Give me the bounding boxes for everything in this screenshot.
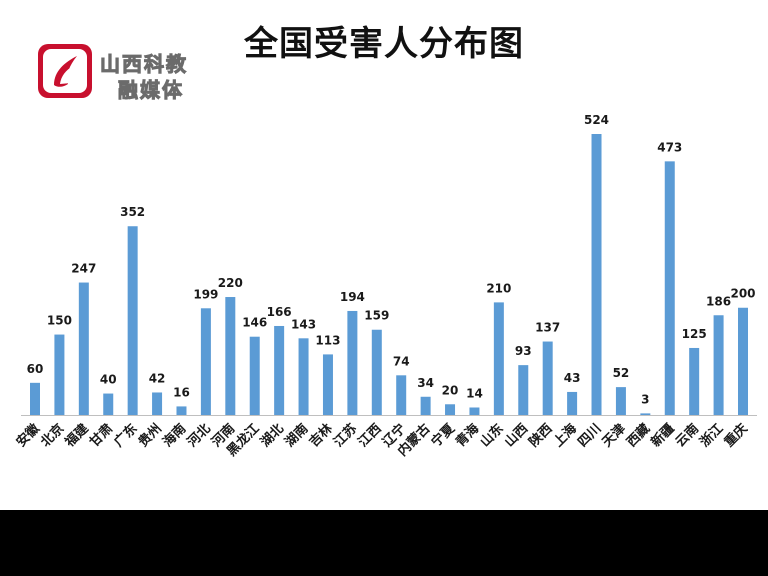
x-tick-label-13: 江苏 — [330, 421, 360, 451]
bar-13 — [347, 310, 358, 415]
slide-canvas: 全国受害人分布图 山西科教 融媒体 60 安徽 150 北京 247 福建 40 甘肃 352 广… — [0, 0, 768, 510]
bar-6 — [176, 406, 187, 415]
x-tick-label-21: 陕西 — [526, 421, 556, 451]
data-label-24: 52 — [613, 366, 630, 380]
x-tick-label-7: 河北 — [184, 421, 214, 451]
data-label-2: 247 — [71, 262, 96, 276]
bar-26 — [664, 161, 675, 415]
bar-25 — [640, 413, 651, 415]
media-logo: 山西科教 融媒体 — [38, 44, 228, 103]
x-tick-label-27: 云南 — [672, 421, 702, 451]
x-tick-label-0: 安徽 — [13, 420, 43, 450]
flame-logo-icon — [38, 44, 92, 98]
x-tick-label-25: 西藏 — [623, 421, 653, 451]
data-label-19: 210 — [486, 281, 511, 295]
bar-28 — [713, 315, 724, 415]
data-label-6: 16 — [173, 385, 190, 399]
data-label-27: 125 — [682, 327, 707, 341]
bar-24 — [615, 387, 626, 415]
data-label-23: 524 — [584, 113, 609, 127]
data-label-26: 473 — [657, 140, 682, 154]
x-tick-label-11: 湖南 — [282, 421, 312, 451]
bar-17 — [445, 404, 456, 415]
data-label-1: 150 — [47, 314, 72, 328]
bar-14 — [371, 329, 382, 415]
bar-chart: 60安徽150北京247福建40甘肃352广东42贵州16海南199河北220河… — [13, 113, 757, 459]
data-label-4: 352 — [120, 205, 145, 219]
x-tick-label-22: 上海 — [550, 421, 580, 451]
bar-7 — [200, 308, 211, 415]
data-label-13: 194 — [340, 290, 365, 304]
data-label-14: 159 — [364, 309, 389, 323]
chart-title: 全国受害人分布图 — [244, 24, 524, 64]
data-label-12: 113 — [315, 333, 340, 347]
bar-8 — [225, 297, 236, 415]
x-tick-label-29: 重庆 — [721, 421, 751, 451]
bar-16 — [420, 396, 431, 415]
x-tick-label-17: 宁夏 — [428, 420, 458, 450]
x-tick-label-5: 贵州 — [135, 421, 165, 451]
data-label-0: 60 — [27, 362, 44, 376]
x-tick-label-12: 吉林 — [306, 421, 336, 451]
bar-18 — [469, 407, 480, 415]
bar-22 — [567, 391, 578, 415]
x-tick-label-14: 江西 — [355, 421, 385, 451]
data-label-17: 20 — [442, 383, 459, 397]
x-tick-label-18: 青海 — [453, 421, 483, 451]
bar-29 — [738, 307, 748, 415]
bar-1 — [54, 334, 65, 415]
data-label-16: 34 — [417, 376, 434, 390]
data-label-5: 42 — [149, 371, 166, 385]
bar-19 — [493, 302, 504, 415]
x-tick-label-10: 湖北 — [258, 421, 287, 450]
data-label-29: 200 — [730, 287, 755, 301]
bar-12 — [322, 354, 333, 415]
data-label-21: 137 — [535, 321, 560, 335]
bar-15 — [396, 375, 407, 415]
bar-10 — [274, 325, 285, 415]
data-label-9: 146 — [242, 316, 267, 330]
x-tick-label-1: 北京 — [38, 421, 68, 451]
logo-text-line1: 山西科教 — [100, 52, 188, 77]
data-label-22: 43 — [564, 371, 581, 385]
x-tick-label-28: 浙江 — [697, 421, 727, 451]
x-tick-label-3: 甘肃 — [86, 421, 116, 451]
data-label-10: 166 — [267, 305, 292, 319]
x-tick-label-4: 广东 — [111, 421, 141, 451]
x-tick-label-6: 海南 — [160, 421, 190, 451]
logo-text-line2: 融媒体 — [118, 78, 184, 103]
bar-23 — [591, 134, 602, 415]
bar-0 — [30, 382, 40, 415]
data-label-3: 40 — [100, 373, 117, 387]
bar-5 — [152, 392, 163, 415]
bar-9 — [249, 336, 260, 415]
x-tick-label-2: 福建 — [61, 421, 91, 451]
data-label-8: 220 — [218, 276, 243, 290]
x-tick-label-24: 天津 — [599, 421, 629, 451]
bar-2 — [78, 282, 89, 415]
data-label-28: 186 — [706, 294, 731, 308]
x-tick-label-19: 山东 — [477, 421, 507, 451]
bar-20 — [518, 365, 529, 415]
x-tick-label-26: 新疆 — [648, 421, 678, 451]
data-label-25: 3 — [641, 392, 649, 406]
data-label-7: 199 — [193, 287, 218, 301]
data-label-18: 14 — [466, 386, 483, 400]
x-tick-label-20: 山西 — [501, 421, 531, 451]
bar-4 — [127, 226, 138, 415]
x-tick-label-23: 四川 — [575, 421, 604, 450]
data-label-11: 143 — [291, 317, 316, 331]
data-label-15: 74 — [393, 354, 410, 368]
bar-27 — [689, 347, 700, 415]
bar-11 — [298, 338, 309, 415]
bar-3 — [103, 393, 114, 415]
bar-21 — [542, 341, 553, 415]
data-label-20: 93 — [515, 344, 532, 358]
